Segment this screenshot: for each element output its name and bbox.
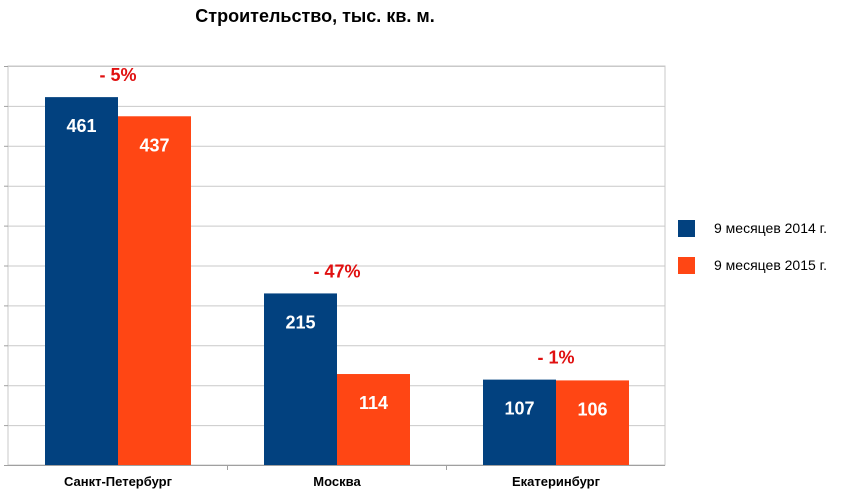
bar-value-label: 461	[66, 116, 96, 136]
x-tick-label: Санкт-Петербург	[64, 474, 173, 489]
legend-swatch-2014	[678, 219, 695, 237]
change-annotation: - 5%	[99, 65, 136, 85]
legend-label-2015: 9 месяцев 2015 г.	[714, 257, 827, 273]
bar-value-label: 114	[359, 393, 388, 413]
x-tick-label: Екатеринбург	[512, 474, 601, 489]
data-labels: 461 437 Санкт-Петербург - 5% 215 114 Москва - 4…	[64, 65, 608, 489]
change-annotation: - 47%	[313, 261, 360, 281]
legend: 9 месяцев 2014 г. 9 месяцев 2015 г.	[678, 218, 827, 292]
chart-title: Строительство, тыс. кв. м.	[195, 6, 435, 26]
bar-2014-0	[45, 97, 118, 465]
legend-swatch-2015	[678, 256, 695, 274]
legend-item-2014: 9 месяцев 2014 г.	[678, 218, 827, 238]
legend-label-2014: 9 месяцев 2014 г.	[714, 220, 827, 236]
bar-2015-1	[337, 374, 410, 465]
bar-2015-2	[556, 380, 629, 465]
bar-value-label: 106	[577, 399, 607, 419]
bar-value-label: 107	[504, 399, 534, 419]
change-annotation: - 1%	[537, 348, 574, 368]
bar-2014-2	[483, 379, 556, 465]
x-axis	[4, 66, 665, 470]
x-tick-label: Москва	[313, 474, 361, 489]
bar-2014-1	[264, 293, 337, 465]
bars	[45, 97, 629, 466]
bar-2015-0	[118, 116, 191, 466]
bar-value-label: 437	[139, 135, 169, 155]
legend-item-2015: 9 месяцев 2015 г.	[678, 255, 827, 275]
bar-value-label: 215	[285, 312, 315, 332]
